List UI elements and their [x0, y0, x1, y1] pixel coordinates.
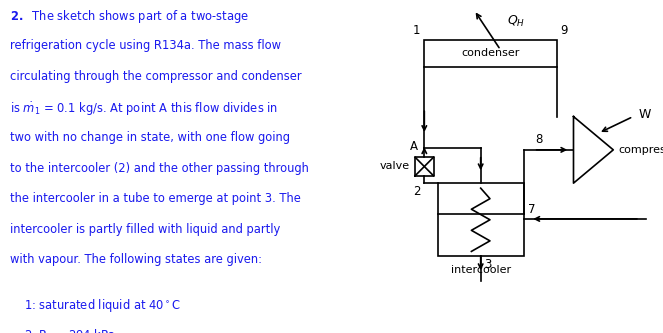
Bar	[424, 40, 557, 67]
Text: with vapour. The following states are given:: with vapour. The following states are gi…	[10, 253, 263, 266]
Text: 1: saturated liquid at 40$^\circ$C: 1: saturated liquid at 40$^\circ$C	[24, 297, 181, 314]
Text: 3: 3	[485, 258, 492, 271]
Text: A: A	[410, 140, 418, 153]
Text: circulating through the compressor and condenser: circulating through the compressor and c…	[10, 70, 302, 83]
Text: the intercooler in a tube to emerge at point 3. The: the intercooler in a tube to emerge at p…	[10, 192, 301, 205]
Text: 9: 9	[560, 24, 568, 37]
Text: is $\dot{m}_1$ = 0.1 kg/s. At point A this flow divides in: is $\dot{m}_1$ = 0.1 kg/s. At point A th…	[10, 100, 278, 118]
Text: valve: valve	[380, 162, 410, 171]
Text: refrigeration cycle using R134a. The mass flow: refrigeration cycle using R134a. The mas…	[10, 39, 281, 52]
Bar	[438, 183, 524, 256]
Text: $\mathbf{2.}$  The sketch shows part of a two-stage: $\mathbf{2.}$ The sketch shows part of a…	[10, 8, 249, 25]
Text: 1: 1	[413, 24, 420, 37]
Text: W: W	[638, 108, 650, 122]
Text: intercooler is partly filled with liquid and partly: intercooler is partly filled with liquid…	[10, 223, 280, 236]
Text: to the intercooler (2) and the other passing through: to the intercooler (2) and the other pas…	[10, 162, 309, 174]
Text: compressor: compressor	[618, 145, 663, 155]
Text: $Q_H$: $Q_H$	[507, 14, 525, 29]
Text: 2: P$_2$ = 294 kPa: 2: P$_2$ = 294 kPa	[24, 328, 115, 333]
Text: 2: 2	[413, 185, 420, 198]
Text: 7: 7	[528, 202, 535, 215]
Text: two with no change in state, with one flow going: two with no change in state, with one fl…	[10, 131, 290, 144]
Text: 8: 8	[535, 133, 542, 146]
Text: condenser: condenser	[461, 48, 520, 58]
Text: intercooler: intercooler	[451, 265, 511, 275]
